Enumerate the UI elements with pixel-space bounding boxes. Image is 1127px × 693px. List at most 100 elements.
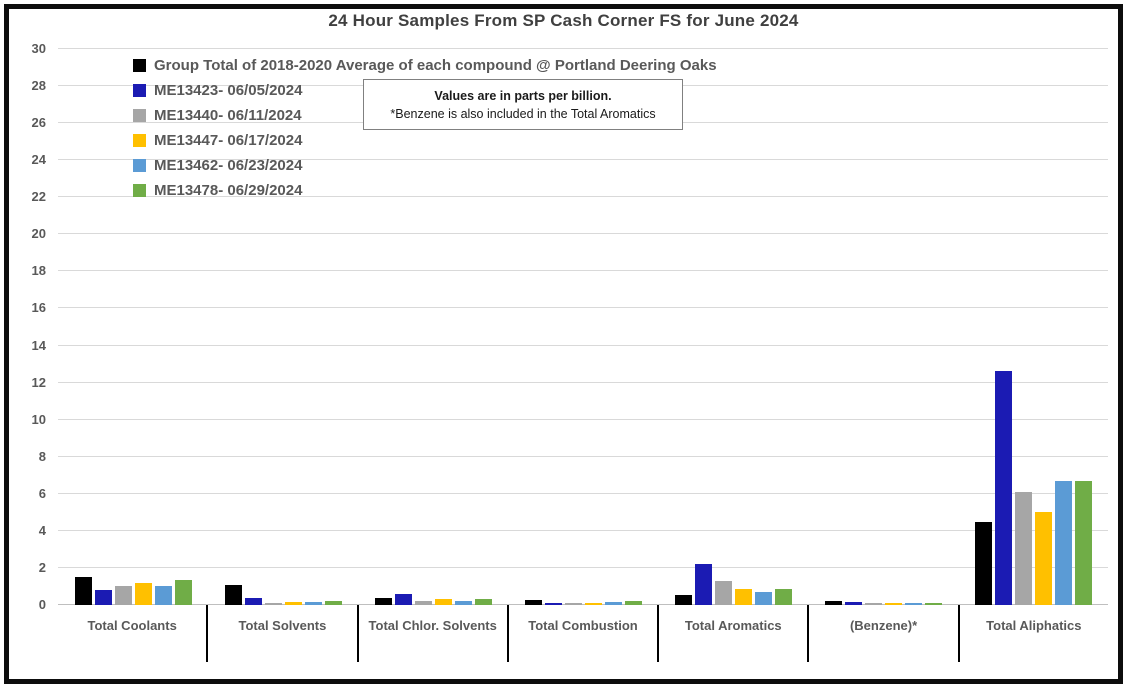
y-tick-label-20: 20 — [31, 226, 46, 242]
bar-total-chlor-solvents-me13423-06-05-2024 — [394, 593, 412, 605]
legend-label: ME13462- 06/23/2024 — [154, 156, 303, 174]
y-tick-label-6: 6 — [38, 485, 46, 501]
bar-total-combustion-me13478-06-29-2024 — [624, 601, 642, 605]
bar-total-aromatics-group-total-of-2018- — [674, 594, 692, 605]
legend-item-me13462-06-23-2024: ME13462- 06/23/2024 — [133, 156, 717, 174]
y-tick-label-8: 8 — [38, 448, 46, 464]
bar-total-chlor-solvents-me13447-06-17-2024 — [434, 598, 452, 605]
gridline — [58, 307, 1108, 309]
bar-total-solvents-me13447-06-17-2024 — [284, 602, 302, 605]
bar-total-coolants-group-total-of-2018- — [74, 577, 92, 605]
legend-label: ME13423- 06/05/2024 — [154, 81, 303, 99]
bar-total-combustion-me13462-06-23-2024 — [604, 602, 622, 605]
note-benzene-text: *Benzene is also included in the Total A… — [390, 107, 656, 121]
category-cell-benzene: (Benzene)* — [809, 605, 960, 662]
legend-swatch-icon — [133, 158, 146, 172]
category-label-total-aromatics: Total Aromatics — [684, 618, 782, 633]
gridline — [58, 270, 1108, 272]
category-label-benzene: (Benzene)* — [849, 618, 918, 633]
category-label-total-coolants: Total Coolants — [87, 618, 177, 633]
legend-swatch-icon — [133, 58, 146, 72]
category-label-total-chlor-solvents: Total Chlor. Solvents — [368, 618, 497, 633]
bar-group-total-chlor-solvents — [358, 49, 508, 605]
category-cell-total-solvents: Total Solvents — [208, 605, 359, 662]
category-cell-total-aromatics: Total Aromatics — [659, 605, 810, 662]
bar-total-solvents-me13462-06-23-2024 — [304, 602, 322, 605]
note-units-text: Values are in parts per billion. — [434, 89, 612, 103]
y-tick-label-2: 2 — [38, 559, 46, 575]
note-box: Values are in parts per billion. *Benzen… — [363, 79, 683, 130]
bar-group-total-aromatics — [658, 49, 808, 605]
category-label-total-aliphatics: Total Aliphatics — [986, 618, 1082, 633]
legend-item-me13478-06-29-2024: ME13478- 06/29/2024 — [133, 181, 717, 199]
bar-total-aliphatics-me13478-06-29-2024 — [1074, 480, 1092, 605]
category-label-total-solvents: Total Solvents — [238, 618, 327, 633]
y-tick-label-0: 0 — [38, 597, 46, 612]
bar-total-aromatics-me13447-06-17-2024 — [734, 589, 752, 605]
y-tick-label-16: 16 — [31, 300, 46, 316]
bar-total-aliphatics-group-total-of-2018- — [974, 521, 992, 605]
y-tick-label-28: 28 — [31, 78, 46, 94]
category-axis: Total Coolants Total Solvents Total Chlor.… — [58, 605, 1108, 662]
gridline — [58, 233, 1108, 235]
bar-total-chlor-solvents-group-total-of-2018- — [374, 597, 392, 605]
bar-benzene-me13440-06-11-2024 — [864, 603, 882, 605]
gridline — [58, 48, 1108, 49]
category-cell-total-aliphatics: Total Aliphatics — [960, 605, 1108, 662]
bar-total-aliphatics-me13462-06-23-2024 — [1054, 480, 1072, 605]
bar-benzene-me13462-06-23-2024 — [904, 603, 922, 605]
bar-benzene-group-total-of-2018- — [824, 601, 842, 605]
bar-benzene-me13478-06-29-2024 — [924, 603, 942, 605]
legend-label: Group Total of 2018-2020 Average of each… — [154, 56, 717, 74]
bar-group-total-solvents — [208, 49, 358, 605]
bar-total-coolants-me13462-06-23-2024 — [154, 586, 172, 605]
bar-total-aromatics-me13423-06-05-2024 — [694, 564, 712, 605]
gridline — [58, 159, 1108, 161]
bar-total-combustion-me13447-06-17-2024 — [584, 603, 602, 605]
gridline — [58, 529, 1108, 531]
gridline — [58, 196, 1108, 198]
gridline — [58, 344, 1108, 346]
y-tick-label-4: 4 — [38, 522, 46, 538]
bar-total-aliphatics-me13447-06-17-2024 — [1034, 512, 1052, 605]
bar-total-coolants-me13423-06-05-2024 — [94, 590, 112, 605]
gridline — [58, 566, 1108, 568]
y-tick-label-22: 22 — [31, 189, 46, 205]
gridline — [58, 418, 1108, 420]
bar-total-solvents-me13440-06-11-2024 — [264, 603, 282, 605]
y-tick-label-24: 24 — [31, 152, 46, 168]
bar-total-solvents-group-total-of-2018- — [224, 584, 242, 605]
y-tick-label-10: 10 — [31, 411, 46, 427]
legend-label: ME13478- 06/29/2024 — [154, 181, 303, 199]
legend-swatch-icon — [133, 108, 146, 122]
legend-item-me13447-06-17-2024: ME13447- 06/17/2024 — [133, 131, 717, 149]
bar-total-aliphatics-me13423-06-05-2024 — [994, 371, 1012, 605]
y-tick-label-14: 14 — [31, 337, 46, 353]
y-tick-label-26: 26 — [31, 115, 46, 131]
legend-label: ME13447- 06/17/2024 — [154, 131, 303, 149]
gridline — [58, 455, 1108, 457]
chart-title: 24 Hour Samples From SP Cash Corner FS f… — [328, 11, 799, 30]
bar-total-chlor-solvents-me13462-06-23-2024 — [454, 601, 472, 605]
bar-total-aromatics-me13478-06-29-2024 — [774, 589, 792, 605]
bar-total-aliphatics-me13440-06-11-2024 — [1014, 491, 1032, 605]
category-cell-total-coolants: Total Coolants — [58, 605, 209, 662]
category-cell-total-chlor-solvents: Total Chlor. Solvents — [359, 605, 509, 662]
bar-total-aromatics-me13462-06-23-2024 — [754, 592, 772, 605]
legend-swatch-icon — [133, 183, 146, 197]
bar-total-combustion-me13423-06-05-2024 — [544, 603, 562, 605]
legend-swatch-icon — [133, 133, 146, 147]
chart-legend: Group Total of 2018-2020 Average of each… — [133, 57, 717, 207]
bar-total-coolants-me13447-06-17-2024 — [134, 582, 152, 605]
y-tick-label-12: 12 — [31, 374, 46, 390]
bar-total-solvents-me13478-06-29-2024 — [324, 601, 342, 605]
bar-benzene-me13447-06-17-2024 — [884, 603, 902, 605]
bar-total-solvents-me13423-06-05-2024 — [244, 597, 262, 605]
bar-total-coolants-me13478-06-29-2024 — [174, 579, 192, 605]
category-cell-total-combustion: Total Combustion — [509, 605, 660, 662]
legend-item-group-total-of-2018-: Group Total of 2018-2020 Average of each… — [133, 56, 717, 74]
gridline — [58, 381, 1108, 383]
bar-group-total-aliphatics — [958, 49, 1108, 605]
x-axis-line — [58, 604, 1108, 605]
